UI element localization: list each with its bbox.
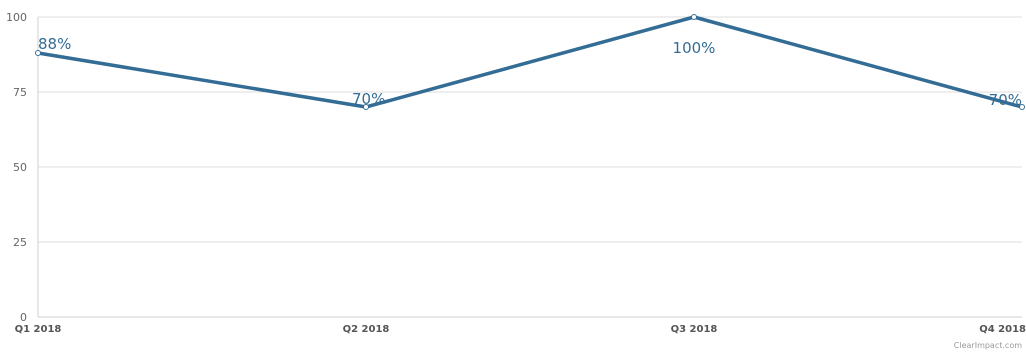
x-tick-label: Q2 2018 <box>343 324 390 335</box>
series-line <box>36 15 1024 109</box>
x-tick-label: Q1 2018 <box>15 324 62 335</box>
data-point[interactable] <box>691 14 697 20</box>
data-point[interactable] <box>35 50 41 56</box>
data-label: 70% <box>352 90 385 108</box>
y-tick-label: 0 <box>20 311 27 324</box>
x-tick-label: Q3 2018 <box>671 324 718 335</box>
y-tick-label: 75 <box>13 86 27 99</box>
chart-credit[interactable]: ClearImpact.com <box>954 341 1022 350</box>
data-point[interactable] <box>363 104 369 110</box>
data-label: 100% <box>673 39 716 57</box>
y-tick-label: 100 <box>6 11 27 24</box>
y-tick-label: 25 <box>13 236 27 249</box>
data-label: 70% <box>989 91 1022 109</box>
x-tick-label: Q4 2018 <box>979 324 1026 335</box>
y-tick-label: 50 <box>13 161 27 174</box>
data-label: 88% <box>38 35 71 53</box>
data-point[interactable] <box>1019 104 1025 110</box>
